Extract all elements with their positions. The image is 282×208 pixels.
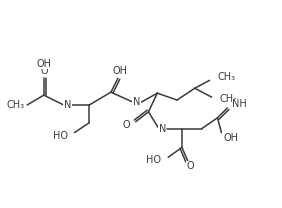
Text: O: O [40,66,48,77]
Text: O: O [186,161,194,171]
Text: N: N [133,97,140,107]
Text: N: N [64,100,71,110]
Text: OH: OH [36,58,51,69]
Text: OH: OH [223,132,238,142]
Text: N: N [158,124,166,134]
Text: OH: OH [112,66,127,77]
Text: CH₃: CH₃ [219,94,237,104]
Text: CH₃: CH₃ [217,72,235,82]
Text: HO: HO [52,131,68,141]
Text: HO: HO [146,155,161,165]
Text: NH: NH [232,99,247,109]
Text: CH₃: CH₃ [6,100,24,110]
Text: O: O [122,120,130,130]
